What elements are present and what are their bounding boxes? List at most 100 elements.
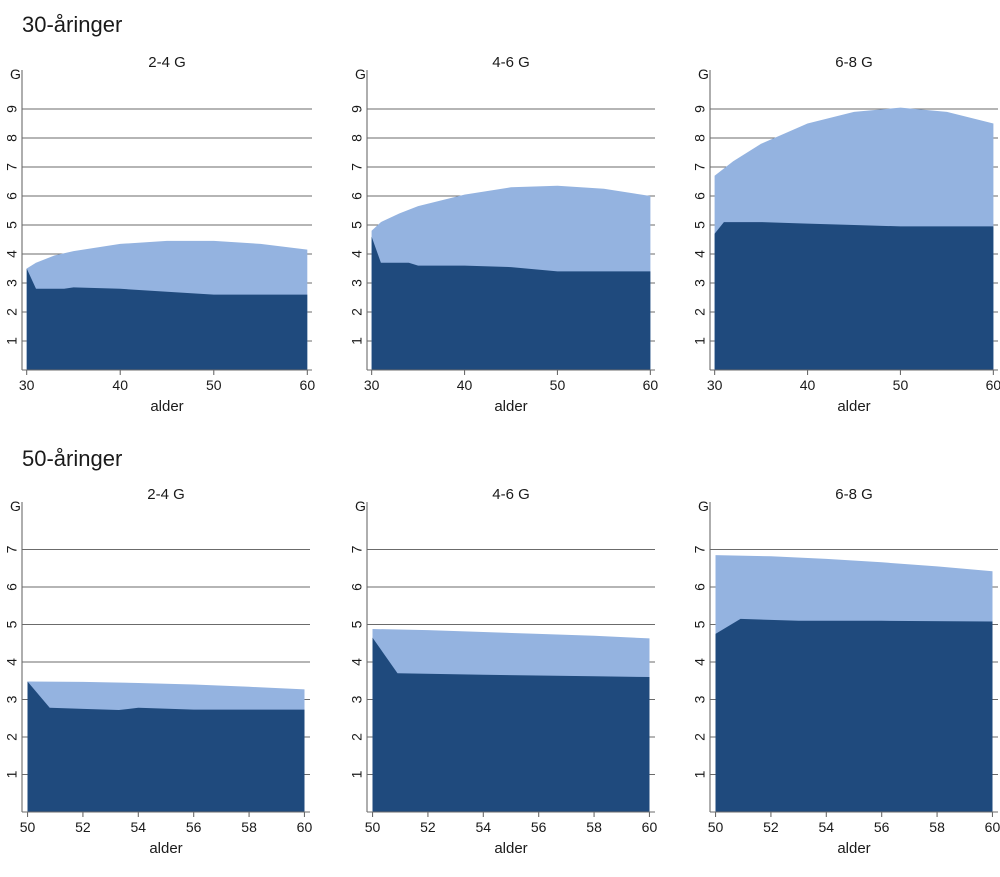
x-tick-label: 52 xyxy=(763,819,779,835)
x-tick-label: 40 xyxy=(800,377,816,393)
y-tick-label: 6 xyxy=(692,192,708,200)
panel-title: 2-4 G xyxy=(147,486,185,503)
y-tick-label: 4 xyxy=(4,658,20,666)
y-tick-label: 1 xyxy=(692,770,708,778)
x-tick-label: 50 xyxy=(20,819,36,835)
x-axis-label: alder xyxy=(837,840,870,857)
section-title-30: 30-åringer xyxy=(22,12,123,37)
y-tick-label: 5 xyxy=(692,620,708,628)
y-tick-label: 4 xyxy=(692,658,708,666)
y-tick-label: 1 xyxy=(349,770,365,778)
y-tick-label: 8 xyxy=(349,134,365,142)
x-tick-label: 40 xyxy=(112,377,128,393)
y-axis-label: G xyxy=(355,66,366,82)
y-tick-label: 5 xyxy=(4,221,20,229)
y-tick-label: 6 xyxy=(349,192,365,200)
x-tick-label: 54 xyxy=(819,819,835,835)
x-tick-label: 54 xyxy=(476,819,492,835)
x-tick-label: 60 xyxy=(642,819,658,835)
panel-title: 2-4 G xyxy=(148,54,186,71)
x-axis-label: alder xyxy=(149,840,182,857)
area-lower xyxy=(371,236,651,370)
y-tick-label: 6 xyxy=(4,192,20,200)
x-tick-label: 56 xyxy=(186,819,202,835)
y-tick-label: 5 xyxy=(692,221,708,229)
panel-1: 1 2 3 4 5 6 7 8 9 30 40 50 60 G 2-4 G alder xyxy=(4,54,316,415)
x-tick-label: 58 xyxy=(929,819,945,835)
x-tick-label: 30 xyxy=(19,377,35,393)
x-axis-label: alder xyxy=(150,398,183,415)
x-tick-label: 40 xyxy=(457,377,473,393)
area-lower xyxy=(26,268,308,370)
panel-3: 1 2 3 4 5 6 7 8 9 30 40 50 60 G 6-8 G alder xyxy=(692,54,1000,415)
y-tick-label: 8 xyxy=(4,134,20,142)
x-tick-label: 52 xyxy=(75,819,91,835)
y-tick-label: 5 xyxy=(349,620,365,628)
y-axis-label: G xyxy=(10,498,21,514)
y-axis-label: G xyxy=(698,66,709,82)
y-tick-label: 4 xyxy=(349,250,365,258)
y-tick-label: 3 xyxy=(692,279,708,287)
panel-title: 6-8 G xyxy=(835,486,873,503)
y-tick-label: 2 xyxy=(692,308,708,316)
y-tick-label: 9 xyxy=(4,105,20,113)
y-tick-label: 4 xyxy=(692,250,708,258)
x-tick-label: 60 xyxy=(300,377,316,393)
y-tick-label: 5 xyxy=(349,221,365,229)
y-tick-label: 9 xyxy=(692,105,708,113)
section-title-50: 50-åringer xyxy=(22,446,123,471)
y-tick-label: 1 xyxy=(4,337,20,345)
x-tick-label: 60 xyxy=(985,819,1000,835)
y-tick-label: 4 xyxy=(4,250,20,258)
y-tick-label: 6 xyxy=(4,583,20,591)
y-tick-label: 3 xyxy=(349,695,365,703)
y-tick-label: 3 xyxy=(4,695,20,703)
x-tick-label: 54 xyxy=(131,819,147,835)
x-tick-label: 56 xyxy=(874,819,890,835)
y-tick-label: 7 xyxy=(349,163,365,171)
x-tick-label: 52 xyxy=(420,819,436,835)
y-axis-label: G xyxy=(355,498,366,514)
x-tick-label: 56 xyxy=(531,819,547,835)
x-tick-label: 50 xyxy=(550,377,566,393)
y-tick-label: 1 xyxy=(692,337,708,345)
y-tick-label: 9 xyxy=(349,105,365,113)
y-tick-label: 7 xyxy=(692,545,708,553)
area-lower xyxy=(372,637,650,812)
x-tick-label: 60 xyxy=(643,377,659,393)
area-lower xyxy=(715,618,993,812)
y-tick-label: 7 xyxy=(4,545,20,553)
panel-title: 6-8 G xyxy=(835,54,873,71)
y-tick-label: 6 xyxy=(349,583,365,591)
y-tick-label: 2 xyxy=(4,733,20,741)
y-tick-label: 7 xyxy=(349,545,365,553)
y-tick-label: 3 xyxy=(4,279,20,287)
y-tick-label: 3 xyxy=(692,695,708,703)
y-tick-label: 2 xyxy=(692,733,708,741)
x-tick-label: 50 xyxy=(708,819,724,835)
x-axis-label: alder xyxy=(837,398,870,415)
panel-title: 4-6 G xyxy=(492,54,530,71)
x-axis-label: alder xyxy=(494,398,527,415)
x-axis-label: alder xyxy=(494,840,527,857)
y-tick-label: 4 xyxy=(349,658,365,666)
x-tick-label: 50 xyxy=(206,377,222,393)
x-tick-label: 50 xyxy=(365,819,381,835)
x-tick-label: 30 xyxy=(364,377,380,393)
panel-title: 4-6 G xyxy=(492,486,530,503)
y-tick-label: 2 xyxy=(349,733,365,741)
x-tick-label: 60 xyxy=(297,819,313,835)
panel-2: 1 2 3 4 5 6 7 8 9 30 40 50 60 G 4-6 G alder xyxy=(349,54,659,415)
x-tick-label: 58 xyxy=(586,819,602,835)
y-tick-label: 5 xyxy=(4,620,20,628)
x-tick-label: 30 xyxy=(707,377,723,393)
y-axis-label: G xyxy=(10,66,21,82)
x-tick-label: 50 xyxy=(893,377,909,393)
y-tick-label: 3 xyxy=(349,279,365,287)
y-tick-label: 7 xyxy=(4,163,20,171)
y-axis-label: G xyxy=(698,498,709,514)
